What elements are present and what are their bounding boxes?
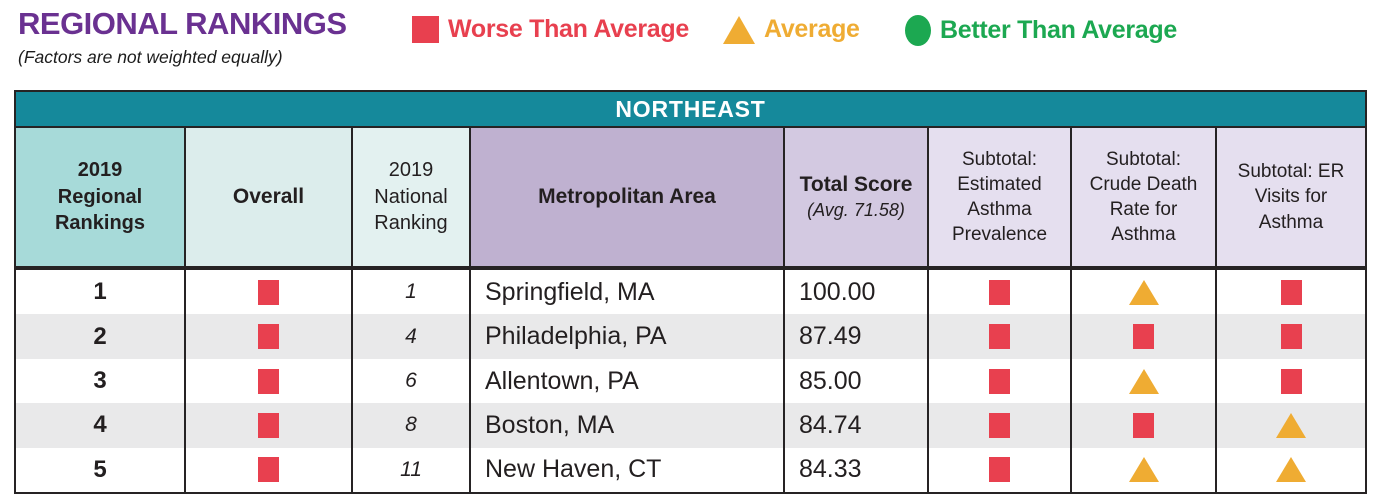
- legend-item-worse: Worse Than Average: [412, 15, 689, 44]
- overall-status-cell: [186, 403, 353, 448]
- prevalence-status-cell: [929, 270, 1072, 315]
- col-header-label: 2019 National Ranking: [374, 159, 448, 235]
- prevalence-status-cell: [929, 447, 1072, 493]
- legend-label: Worse Than Average: [448, 15, 689, 43]
- col-header-asthma-prevalence: Subtotal: Estimated Asthma Prevalence: [929, 128, 1072, 266]
- prevalence-status-cell: [929, 358, 1072, 404]
- column-header-row: 2019 Regional Rankings Overall 2019 Nati…: [16, 128, 1365, 270]
- regional-rank-cell: 5: [16, 447, 186, 493]
- overall-status-cell: [186, 358, 353, 404]
- worse-than-average-icon: [1133, 324, 1154, 350]
- worse-than-average-icon: [258, 368, 279, 394]
- col-header-label: Subtotal: Crude Death Rate for Asthma: [1089, 148, 1198, 246]
- national-rank-cell: 1: [353, 270, 471, 315]
- national-rank-cell: 4: [353, 314, 471, 359]
- col-header-overall: Overall: [186, 128, 353, 266]
- legend-label: Better Than Average: [940, 16, 1177, 44]
- worse-than-average-icon: [1280, 324, 1302, 350]
- overall-status-cell: [186, 447, 353, 493]
- prevalence-status-cell: [929, 314, 1072, 359]
- death-rate-status-cell: [1072, 270, 1217, 315]
- col-header-label: Subtotal: Estimated Asthma Prevalence: [951, 148, 1048, 246]
- average-icon: [1276, 457, 1306, 483]
- col-header-label: Overall: [232, 185, 305, 209]
- region-header: NORTHEAST: [16, 92, 1365, 128]
- col-header-label: Total Score: [799, 173, 913, 197]
- er-visits-status-cell: [1217, 270, 1365, 314]
- worse-than-average-icon: [989, 368, 1010, 394]
- table-row: 2 4 Philadelphia, PA 87.49: [16, 314, 1365, 359]
- national-rank-cell: 6: [353, 358, 471, 404]
- table-row: 3 6 Allentown, PA 85.00: [16, 358, 1365, 404]
- worse-than-average-icon: [989, 279, 1010, 305]
- col-header-label: Subtotal: ER Visits for Asthma: [1237, 161, 1345, 233]
- rankings-table: NORTHEAST 2019 Regional Rankings Overall…: [14, 90, 1367, 494]
- page-title: REGIONAL RANKINGS: [18, 6, 347, 41]
- regional-rank-cell: 1: [16, 270, 186, 315]
- col-header-metro-area: Metropolitan Area: [471, 128, 785, 266]
- worse-than-average-icon: [1280, 368, 1302, 394]
- col-header-average-note: (Avg. 71.58): [807, 199, 905, 220]
- regional-rank-cell: 4: [16, 403, 186, 448]
- regional-rank-cell: 3: [16, 358, 186, 404]
- legend-label: Average: [764, 15, 860, 43]
- death-rate-status-cell: [1072, 403, 1217, 448]
- death-rate-status-cell: [1072, 314, 1217, 359]
- legend-item-average: Average: [723, 15, 860, 44]
- national-rank-cell: 8: [353, 403, 471, 448]
- worse-than-average-icon: [258, 324, 279, 350]
- table-row: 1 1 Springfield, MA 100.00: [16, 270, 1365, 315]
- total-score-cell: 85.00: [785, 358, 929, 404]
- metro-area-cell: Boston, MA: [471, 403, 785, 448]
- average-icon: [1276, 412, 1306, 438]
- table-row: 4 8 Boston, MA 84.74: [16, 403, 1365, 448]
- col-header-label: 2019 Regional Rankings: [54, 159, 146, 235]
- metro-area-cell: Springfield, MA: [471, 270, 785, 315]
- table-row: 5 11 New Haven, CT 84.33: [16, 447, 1365, 493]
- better-than-average-icon: [905, 15, 931, 46]
- col-header-label: Metropolitan Area: [538, 185, 716, 209]
- metro-area-cell: Allentown, PA: [471, 358, 785, 404]
- average-icon: [723, 15, 755, 44]
- overall-status-cell: [186, 314, 353, 359]
- regional-rank-cell: 2: [16, 314, 186, 359]
- worse-than-average-icon: [258, 279, 279, 305]
- death-rate-status-cell: [1072, 358, 1217, 404]
- er-visits-status-cell: [1217, 448, 1365, 492]
- worse-than-average-icon: [989, 457, 1010, 483]
- total-score-cell: 84.33: [785, 447, 929, 493]
- worse-than-average-icon: [258, 412, 279, 438]
- legend-item-better: Better Than Average: [905, 15, 1177, 46]
- worse-than-average-icon: [989, 412, 1010, 438]
- national-rank-cell: 11: [353, 447, 471, 493]
- worse-than-average-icon: [989, 324, 1010, 350]
- total-score-cell: 100.00: [785, 270, 929, 315]
- worse-than-average-icon: [412, 16, 439, 43]
- page-subtitle: (Factors are not weighted equally): [18, 47, 283, 67]
- table-rows: 1 1 Springfield, MA 100.00 2 4 Philadelphia, P…: [16, 270, 1365, 493]
- average-icon: [1128, 279, 1159, 305]
- col-header-regional-rankings: 2019 Regional Rankings: [16, 128, 186, 266]
- col-header-total-score: Total Score (Avg. 71.58): [785, 128, 929, 266]
- col-header-er-visits: Subtotal: ER Visits for Asthma: [1217, 128, 1365, 266]
- total-score-cell: 87.49: [785, 314, 929, 359]
- er-visits-status-cell: [1217, 359, 1365, 403]
- col-header-crude-death-rate: Subtotal: Crude Death Rate for Asthma: [1072, 128, 1217, 266]
- prevalence-status-cell: [929, 403, 1072, 448]
- overall-status-cell: [186, 270, 353, 315]
- col-header-national-ranking: 2019 National Ranking: [353, 128, 471, 266]
- er-visits-status-cell: [1217, 314, 1365, 358]
- metro-area-cell: New Haven, CT: [471, 447, 785, 493]
- death-rate-status-cell: [1072, 447, 1217, 493]
- metro-area-cell: Philadelphia, PA: [471, 314, 785, 359]
- average-icon: [1128, 457, 1159, 483]
- average-icon: [1128, 368, 1159, 394]
- total-score-cell: 84.74: [785, 403, 929, 448]
- worse-than-average-icon: [258, 457, 279, 483]
- worse-than-average-icon: [1280, 279, 1302, 305]
- er-visits-status-cell: [1217, 403, 1365, 447]
- worse-than-average-icon: [1133, 412, 1154, 438]
